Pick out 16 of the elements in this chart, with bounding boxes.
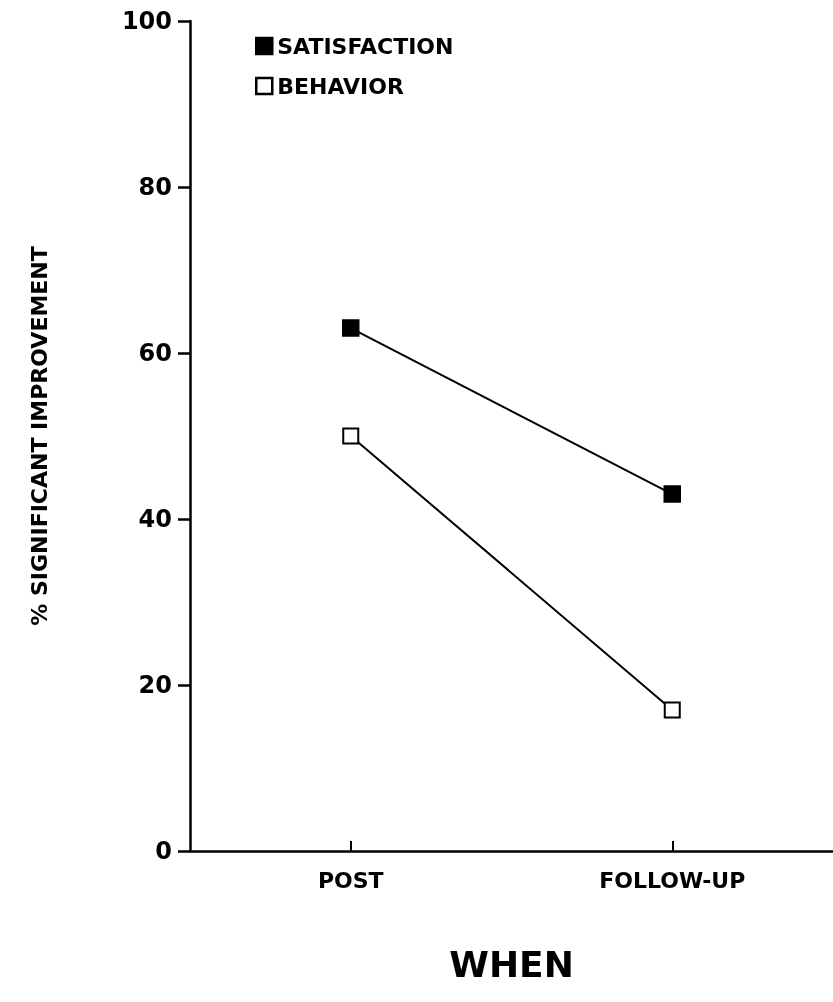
y-tick-label: 40 xyxy=(138,505,172,533)
legend-label: SATISFACTION xyxy=(277,33,454,59)
x-tick-label: POST xyxy=(317,867,384,893)
x-tick-label: FOLLOW-UP xyxy=(599,867,746,893)
y-tick-label: 60 xyxy=(138,339,172,367)
point xyxy=(663,485,681,503)
x-axis-title: WHEN xyxy=(449,943,574,985)
point xyxy=(342,427,360,445)
y-tick-label: 0 xyxy=(155,837,172,865)
y-tick-label: 100 xyxy=(121,7,172,35)
point xyxy=(342,319,360,337)
y-axis-title: % SIGNIFICANT IMPROVEMENT xyxy=(26,246,52,626)
point xyxy=(663,701,681,719)
y-tick-label: 80 xyxy=(138,173,172,201)
legend-label: BEHAVIOR xyxy=(277,73,404,99)
y-tick-label: 20 xyxy=(138,671,172,699)
